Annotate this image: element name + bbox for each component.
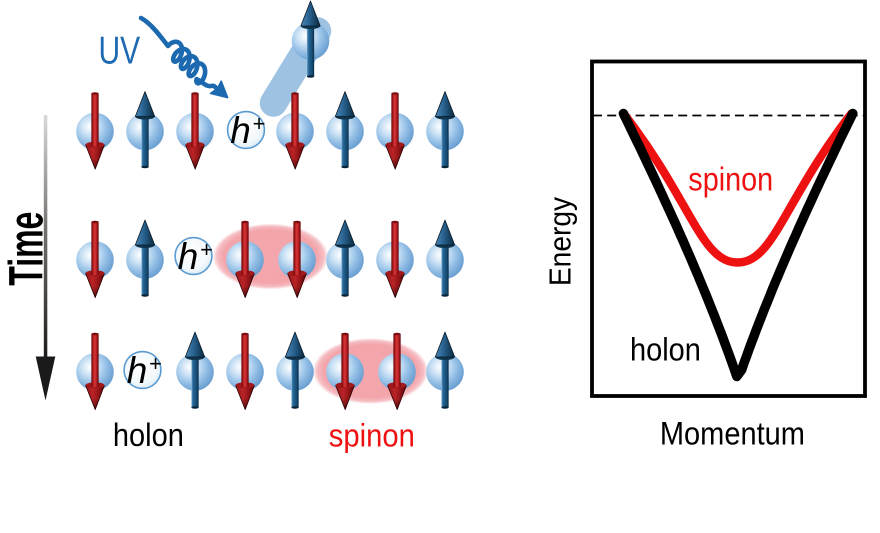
svg-text:Momentum: Momentum (660, 415, 805, 452)
svg-text:holon: holon (630, 331, 701, 368)
svg-text:spinon: spinon (329, 417, 415, 454)
svg-text:spinon: spinon (688, 160, 773, 198)
svg-text:Time: Time (0, 212, 53, 286)
svg-text:Energy: Energy (543, 197, 577, 287)
svg-text:UV: UV (99, 28, 141, 72)
svg-text:holon: holon (113, 416, 184, 453)
